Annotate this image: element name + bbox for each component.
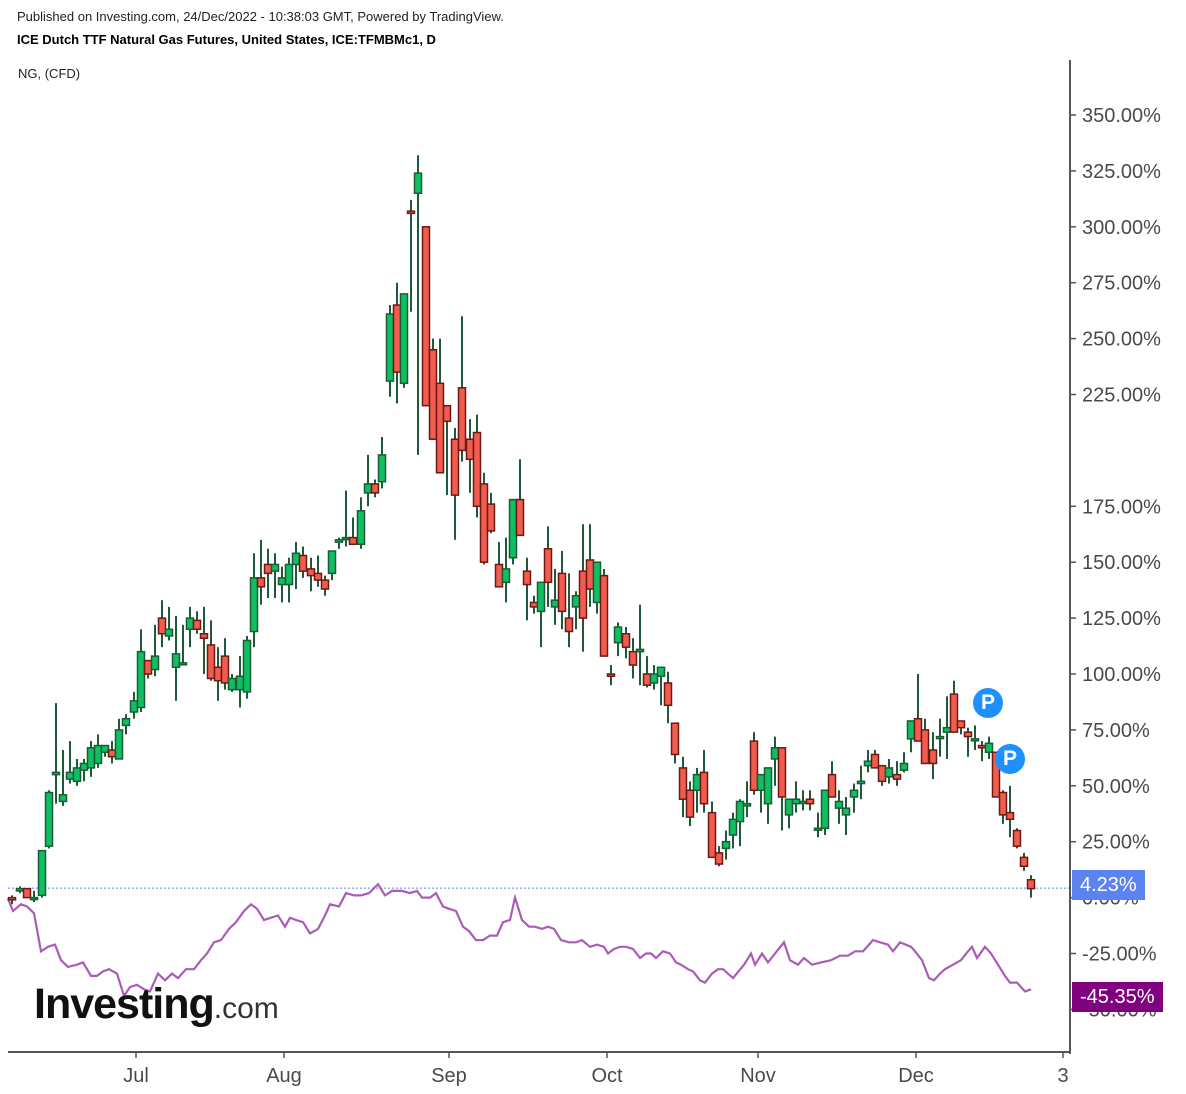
comparison-line xyxy=(6,882,1032,999)
svg-text:Oct: Oct xyxy=(591,1065,623,1087)
svg-text:175.00%: 175.00% xyxy=(1082,496,1161,518)
svg-text:75.00%: 75.00% xyxy=(1082,720,1150,742)
published-caption: Published on Investing.com, 24/Dec/2022 … xyxy=(17,9,504,24)
svg-text:325.00%: 325.00% xyxy=(1082,161,1161,183)
svg-text:350.00%: 350.00% xyxy=(1082,105,1161,127)
x-axis: Jul Aug Sep Oct Nov Dec 3 xyxy=(123,1052,1069,1087)
marker-p-icon[interactable]: P xyxy=(973,688,1003,718)
svg-text:-25.00%: -25.00% xyxy=(1082,944,1157,966)
svg-text:25.00%: 25.00% xyxy=(1082,832,1150,854)
svg-text:Sep: Sep xyxy=(431,1065,467,1087)
svg-text:100.00%: 100.00% xyxy=(1082,664,1161,686)
chart-title: ICE Dutch TTF Natural Gas Futures, Unite… xyxy=(17,32,436,47)
svg-text:225.00%: 225.00% xyxy=(1082,385,1161,407)
svg-text:Nov: Nov xyxy=(740,1065,776,1087)
svg-text:Dec: Dec xyxy=(898,1065,934,1087)
comparison-price-tag: -45.35% xyxy=(1072,982,1163,1012)
svg-text:125.00%: 125.00% xyxy=(1082,608,1161,630)
svg-text:300.00%: 300.00% xyxy=(1082,217,1161,239)
investing-logo: Investing.com xyxy=(34,980,279,1029)
svg-text:250.00%: 250.00% xyxy=(1082,329,1161,351)
logo-wordmark: Investing xyxy=(34,980,215,1028)
comparison-symbol-label: NG, (CFD) xyxy=(18,66,81,81)
logo-domain: .com xyxy=(213,992,279,1025)
svg-text:50.00%: 50.00% xyxy=(1082,776,1150,798)
svg-text:275.00%: 275.00% xyxy=(1082,273,1161,295)
candlestick-series xyxy=(7,155,1036,905)
svg-text:Aug: Aug xyxy=(266,1065,302,1087)
svg-text:3: 3 xyxy=(1057,1065,1068,1087)
last-price-tag: 4.23% xyxy=(1072,870,1145,900)
svg-text:150.00%: 150.00% xyxy=(1082,552,1161,574)
marker-p-icon[interactable]: P xyxy=(995,744,1025,774)
svg-text:Jul: Jul xyxy=(123,1065,149,1087)
